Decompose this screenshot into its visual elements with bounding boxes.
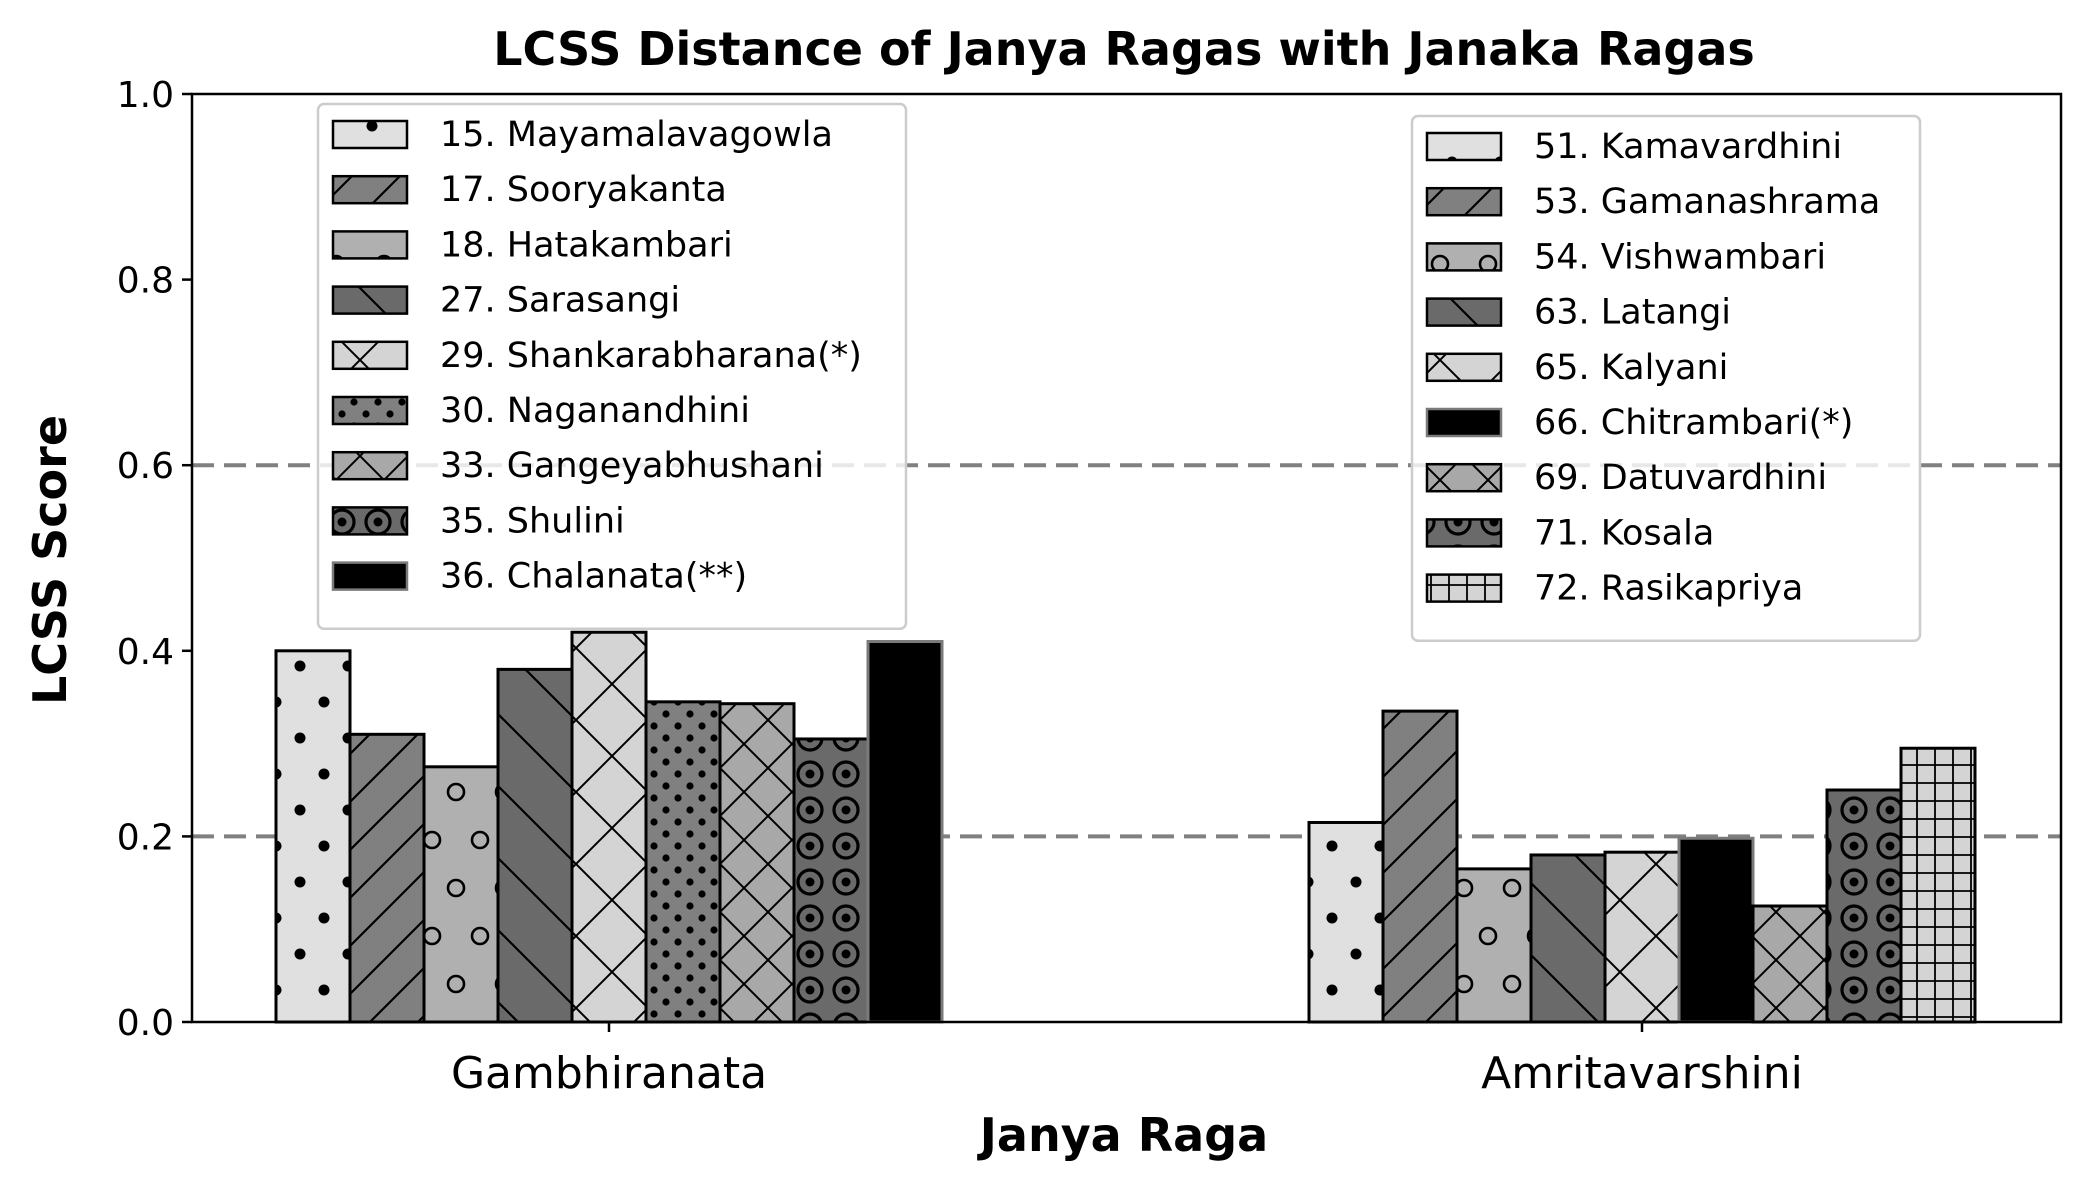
plot-area: 0.0 0.2 0.4 0.6 0.8 1.0 Gambhiranata Amritavars… <box>117 75 2063 1099</box>
chart-title: LCSS Distance of Janya Ragas with Janaka… <box>493 22 1755 76</box>
legend-swatch-outline <box>331 119 409 150</box>
plot-frame <box>190 92 2063 1024</box>
bar-pattern <box>1827 790 1901 1022</box>
legend-label: 69. Datuvardhini <box>1534 458 1827 498</box>
legend-label: 53. Gamanashrama <box>1534 182 1880 222</box>
legend-swatch-outline <box>1425 518 1503 548</box>
bar-pattern <box>1605 852 1679 1022</box>
legend-swatch-outline <box>1425 462 1503 493</box>
legend-label: 17. Sooryakanta <box>440 170 727 210</box>
legend-swatch-pattern <box>1427 464 1501 492</box>
legend-swatch-outline <box>331 506 409 536</box>
bar-pattern <box>720 703 794 1022</box>
legend-label: 29. Shankarabharana(*) <box>440 336 862 376</box>
legend-label: 30. Naganandhini <box>440 391 750 431</box>
legend-label: 15. Mayamalavagowla <box>440 115 833 155</box>
legend-swatch-outline <box>331 285 409 315</box>
legend-label: 27. Sarasangi <box>440 281 680 321</box>
legend-swatch-pattern <box>1427 574 1501 602</box>
legend-label: 66. Chitrambari(*) <box>1534 403 1853 443</box>
bar <box>1679 838 1753 1022</box>
legend-swatch-outline <box>1425 186 1503 217</box>
legend-swatch-pattern <box>333 231 407 259</box>
legend-swatch-pattern <box>333 507 407 535</box>
legend-swatch <box>1427 409 1501 436</box>
legend-swatch-outline <box>331 561 409 591</box>
bar-pattern <box>794 738 868 1022</box>
bar-pattern <box>1901 748 1975 1022</box>
legend-label: 54. Vishwambari <box>1534 237 1826 277</box>
legend-swatch-outline <box>331 450 409 481</box>
legend-swatch-outline <box>1425 242 1503 272</box>
bar-pattern <box>646 701 720 1022</box>
bar-pattern <box>1309 822 1383 1022</box>
legend-swatch-outline <box>331 174 409 205</box>
legend-swatch-pattern <box>1427 353 1501 381</box>
legend-swatch-outline <box>1425 131 1503 162</box>
y-tick-label: 0.4 <box>117 632 174 673</box>
legend: 15. Mayamalavagowla 17. Sooryakanta 18. Ha… <box>316 102 908 631</box>
y-tick-label: 0.2 <box>117 817 174 858</box>
legend-swatch <box>333 562 407 590</box>
legend: 51. Kamavardhini 53. Gamanashrama 54. Vish… <box>1410 114 1922 643</box>
legend-swatch-pattern <box>1427 188 1501 216</box>
bar-pattern <box>350 734 424 1022</box>
legend-swatch-pattern <box>333 286 407 314</box>
legend-box <box>1410 114 1922 643</box>
legend-label: 63. Latangi <box>1534 293 1731 333</box>
legend-swatch-outline <box>1425 407 1503 438</box>
legend-label: 71. Kosala <box>1534 513 1714 553</box>
legend-swatch-outline <box>331 230 409 260</box>
y-tick-label: 0.6 <box>117 446 174 487</box>
legend-swatch-pattern <box>333 121 407 148</box>
legend-swatch-pattern <box>333 452 407 480</box>
bar-pattern <box>1753 906 1827 1022</box>
legend-swatch-pattern <box>1427 519 1501 547</box>
legend-label: 35. Shulini <box>440 501 625 541</box>
legend-swatch-pattern <box>333 341 407 369</box>
legend-swatch-pattern <box>333 176 407 204</box>
legend-label: 51. Kamavardhini <box>1534 127 1842 167</box>
legend-label: 36. Chalanata(**) <box>440 557 747 597</box>
legend-swatch-outline <box>1425 573 1503 603</box>
y-axis-label: LCSS Score <box>23 415 77 705</box>
legend-swatch-outline <box>1425 297 1503 327</box>
bar-pattern <box>276 650 350 1022</box>
legend-swatch-pattern <box>1427 133 1501 160</box>
x-axis-label: Janya Raga <box>977 1108 1268 1162</box>
legend-swatch-pattern <box>1427 243 1501 271</box>
legend-swatch-outline <box>1425 352 1503 383</box>
bar-pattern <box>1457 868 1531 1022</box>
bar-pattern <box>498 669 572 1022</box>
legend-swatch-outline <box>331 395 409 426</box>
x-tick-label: Amritavarshini <box>1481 1048 1803 1099</box>
legend-label: 72. Rasikapriya <box>1534 569 1803 609</box>
legend-swatch-pattern <box>333 397 407 424</box>
bar-pattern <box>1383 711 1457 1022</box>
y-tick-label: 1.0 <box>117 75 174 116</box>
bar <box>868 641 942 1022</box>
bar-pattern <box>1531 854 1605 1022</box>
legend-label: 33. Gangeyabhushani <box>440 446 824 486</box>
y-tick-label: 0.0 <box>117 1003 174 1044</box>
legend-label: 65. Kalyani <box>1534 348 1728 388</box>
legend-label: 18. Hatakambari <box>440 225 733 265</box>
legend-swatch-outline <box>331 340 409 371</box>
x-tick-label: Gambhiranata <box>451 1048 767 1099</box>
y-tick-label: 0.8 <box>117 261 174 302</box>
bar-pattern <box>424 766 498 1022</box>
bar-pattern <box>572 632 646 1022</box>
legend-box <box>316 102 908 631</box>
legend-swatch-pattern <box>1427 298 1501 326</box>
